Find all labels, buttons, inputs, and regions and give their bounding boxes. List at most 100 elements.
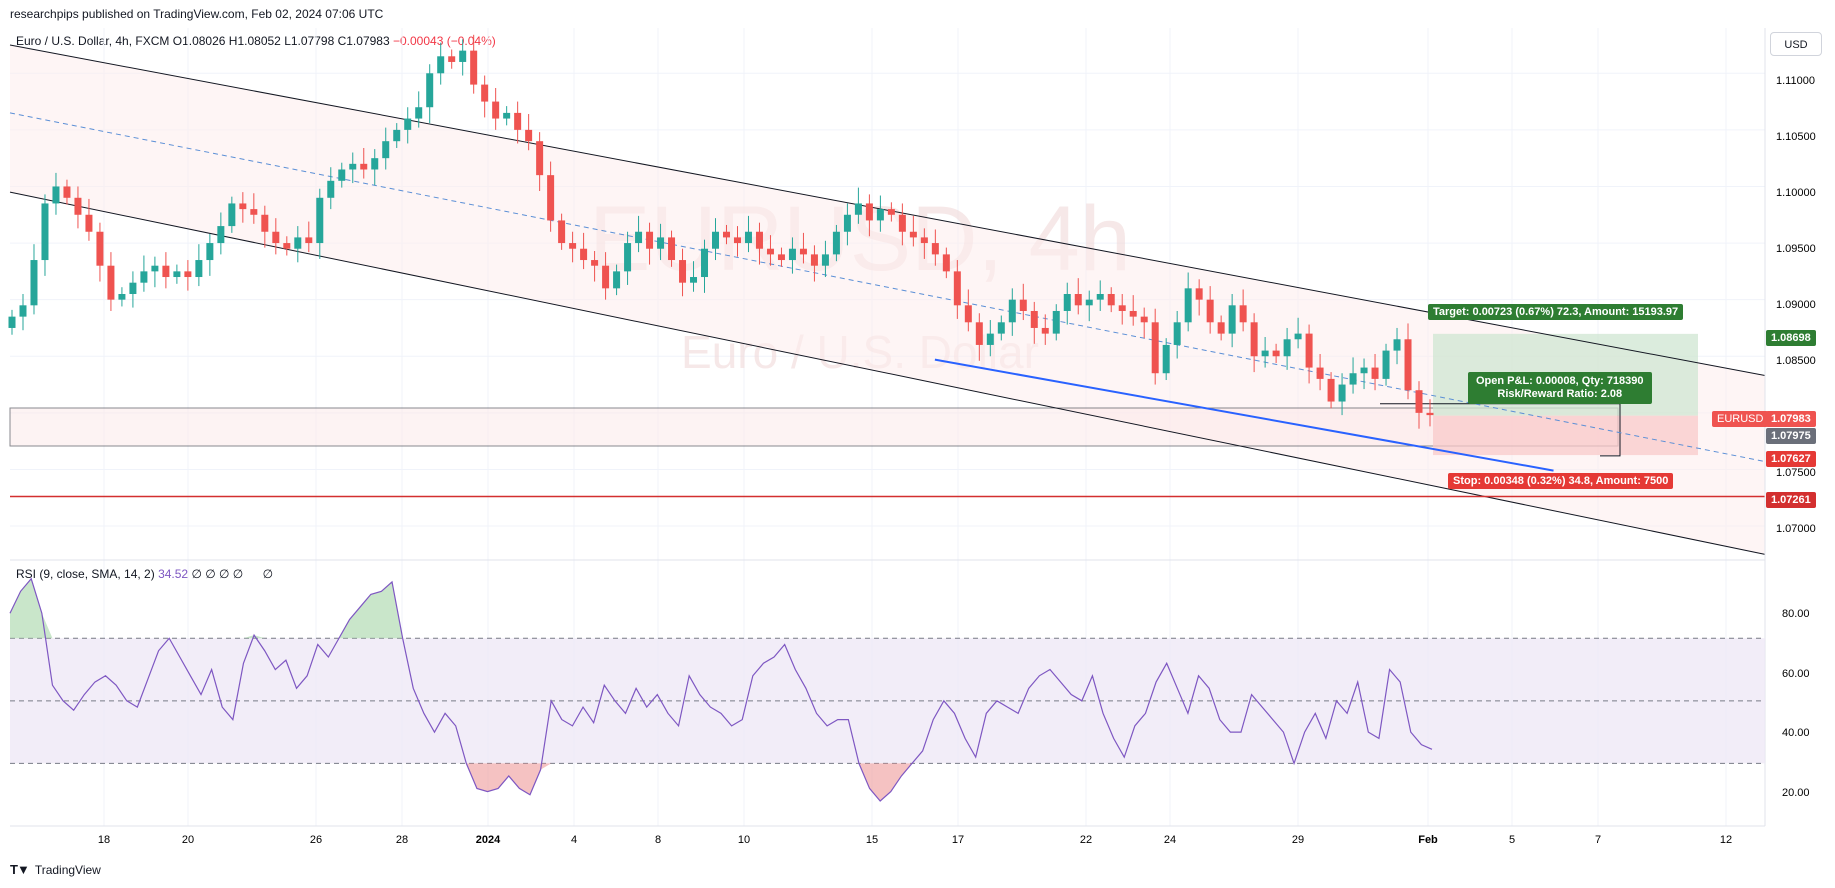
candle-body (250, 209, 258, 215)
candle-body (887, 209, 895, 215)
candle-body (777, 254, 785, 261)
candle-body (624, 243, 632, 272)
candle-body (1272, 350, 1280, 357)
currency-selector[interactable]: USD (1770, 32, 1822, 56)
rsi-oversold-fill (10, 763, 1432, 801)
red-line-price-tag: 1.07261 (1766, 492, 1816, 508)
symbol-title[interactable]: Euro / U.S. Dollar, 4h, FXCM (16, 34, 170, 48)
candle-body (964, 305, 972, 323)
candle-body (613, 271, 621, 289)
candle-body (481, 84, 489, 102)
candle-body (140, 271, 148, 283)
time-label: 26 (310, 834, 322, 846)
candle-body (1030, 310, 1038, 328)
candle-body (327, 180, 335, 198)
candle-body (85, 214, 93, 232)
candle-body (668, 237, 676, 261)
candle-body (1305, 333, 1313, 368)
target-label[interactable]: Target: 0.00723 (0.67%) 72.3, Amount: 15… (1428, 304, 1684, 320)
candle-body (1349, 373, 1357, 385)
candle-body (338, 169, 346, 181)
candle-body (854, 203, 862, 215)
price-tick: 1.08500 (1776, 355, 1816, 367)
rsi-levels (10, 637, 1765, 764)
symbol-tag: EURUSD (1712, 411, 1769, 427)
candle-body (909, 231, 917, 238)
candle-body (1151, 322, 1159, 374)
candle-body (1327, 378, 1335, 402)
candle-body (843, 214, 851, 232)
time-label: 17 (952, 834, 964, 846)
candle-body (1250, 322, 1258, 357)
candle-body (19, 305, 27, 317)
price-tick: 1.09000 (1776, 299, 1816, 311)
candles (8, 34, 1434, 429)
candle-body (1393, 339, 1401, 351)
stop-label[interactable]: Stop: 0.00348 (0.32%) 34.8, Amount: 7500 (1448, 473, 1674, 489)
candle-body (1217, 322, 1225, 334)
candle-body (865, 203, 873, 221)
candle-body (404, 118, 412, 130)
candle-body (536, 141, 544, 176)
pnl-box[interactable]: Open P&L: 0.00008, Qty: 718390 Risk/Rewa… (1468, 372, 1652, 404)
rsi-title: RSI (9, close, SMA, 14, 2) (16, 567, 155, 581)
pnl-label: Open P&L: 0.00008, Qty: 718390 (1476, 375, 1644, 387)
candle-body (635, 231, 643, 244)
candle-body (657, 237, 665, 249)
candle-body (1338, 384, 1346, 402)
candle-body (1426, 412, 1434, 416)
candle-body (74, 197, 82, 215)
candle-body (602, 265, 610, 289)
channel-middle-line[interactable] (9, 112, 1766, 463)
candle-body (920, 237, 928, 244)
tradingview-logo-icon: T▼ (10, 862, 30, 877)
candle-body (1195, 288, 1203, 300)
watermark-name: Euro / U.S. Dollar (681, 326, 1039, 378)
candle-body (810, 254, 818, 266)
grid-lines (10, 28, 1765, 826)
candle-body (294, 237, 302, 249)
rsi-axis: 80.00 60.00 40.00 20.00 (1782, 608, 1810, 799)
time-label: 4 (571, 834, 577, 846)
candle-body (371, 158, 379, 170)
rsi-tick: 80.00 (1782, 608, 1810, 620)
time-label: 10 (738, 834, 750, 846)
low-value: L1.07798 (284, 34, 335, 48)
candle-body (8, 316, 16, 328)
candle-body (30, 260, 38, 306)
candle-body (1085, 299, 1093, 306)
rsi-tick: 40.00 (1782, 727, 1810, 739)
candle-body (1107, 294, 1115, 306)
rsi-extras: ∅ ∅ ∅ ∅ (191, 567, 244, 581)
candle-body (503, 112, 511, 119)
time-label: 2024 (476, 834, 501, 846)
candle-body (547, 175, 555, 221)
candle-body (41, 203, 49, 261)
symbol-legend: Euro / U.S. Dollar, 4h, FXCM O1.08026 H1… (16, 34, 496, 48)
stop-zone (1433, 415, 1698, 456)
candle-body (1019, 299, 1027, 311)
candle-body (283, 243, 291, 249)
price-tick: 1.10500 (1776, 131, 1816, 143)
time-label: 7 (1595, 834, 1601, 846)
candle-body (580, 248, 588, 261)
candle-body (975, 322, 983, 345)
rsi-legend[interactable]: RSI (9, close, SMA, 14, 2) 34.52 ∅ ∅ ∅ ∅… (16, 567, 273, 581)
candle-body (162, 265, 170, 278)
candle-body (722, 231, 730, 238)
channel-upper-line[interactable] (9, 44, 1766, 376)
rr-label: Risk/Reward Ratio: 2.08 (1497, 388, 1623, 400)
change-value: −0.00043 (−0.04%) (392, 34, 496, 48)
candle-body (1206, 299, 1214, 323)
candle-body (1404, 339, 1412, 391)
candle-body (1173, 322, 1181, 345)
blue-trendline[interactable] (934, 358, 1554, 472)
candle-body (1261, 350, 1269, 357)
footer-brand[interactable]: T▼ TradingView (10, 862, 101, 877)
time-axis[interactable]: 18 20 26 28 2024 4 8 10 15 17 22 24 29 F… (98, 834, 1732, 846)
candle-body (1041, 327, 1049, 334)
candle-body (448, 56, 456, 62)
candle-body (382, 141, 390, 159)
candle-body (63, 186, 71, 198)
